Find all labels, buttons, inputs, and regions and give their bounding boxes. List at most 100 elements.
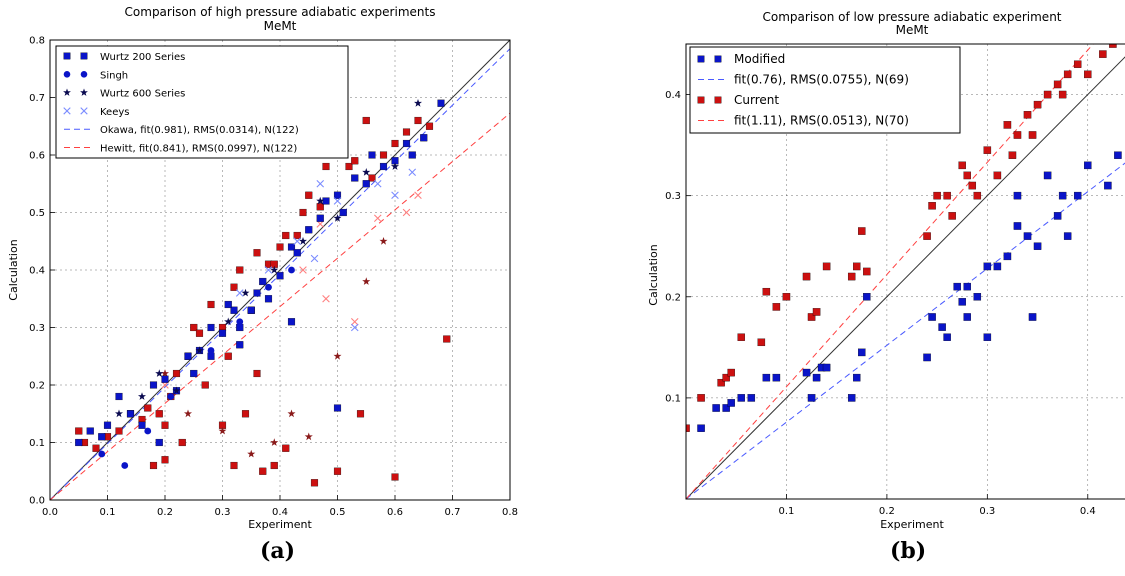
chart-a-legend-marker: [80, 52, 88, 60]
chart-a-identity-line: [50, 40, 510, 500]
chart-a-data-point: [236, 318, 244, 326]
chart-a-data-point: [103, 421, 112, 429]
chart-a-data-point: [443, 335, 451, 343]
chart-b-legend-box: [689, 46, 961, 134]
chart-a-data-point: [236, 266, 244, 274]
chart-a-x-tick-label: 0.7: [445, 507, 461, 518]
chart-b-data-point: [812, 308, 821, 316]
chart-b-legend-marker: [714, 55, 722, 63]
chart-b-data-point: [822, 363, 831, 372]
chart-b-data-point: [1063, 70, 1072, 79]
chart-b-data-point: [722, 373, 730, 382]
chart-b-y-tick-label: 0.4: [665, 90, 681, 101]
chart-b-data-point: [928, 313, 936, 321]
chart-b-data-point: [1063, 232, 1072, 240]
chart-a-data-point: [253, 289, 261, 297]
chart-a-x-tick-label: 0.0: [42, 507, 58, 518]
chart-a-data-point: [350, 317, 359, 326]
chart-b-data-point: [1058, 90, 1067, 99]
chart-a-data-point: [408, 151, 416, 159]
chart-b-data-point: [1028, 131, 1037, 139]
chart-a-x-tick-label: 0.3: [215, 507, 231, 518]
chart-a-data-point: [299, 237, 307, 245]
chart-a-data-point: [149, 381, 158, 389]
chart-a-data-point: [282, 444, 290, 452]
chart-b-data-point: [1073, 60, 1082, 68]
chart-b-data-point: [802, 272, 811, 281]
chart-a-data-point: [167, 393, 175, 400]
chart-b-x-tick-label: 0.1: [778, 506, 794, 517]
chart-b-data-point: [1033, 242, 1042, 250]
chart-b-data-point: [822, 262, 831, 271]
chart-b-data-point: [853, 262, 861, 271]
chart-a-y-tick-label: 0.2: [29, 381, 45, 392]
chart-a-legend-marker: [80, 88, 88, 96]
chart-a-data-point: [287, 318, 296, 326]
chart-a-x-tick-label: 0.5: [330, 507, 346, 518]
chart-b-data-point: [1033, 100, 1042, 109]
chart-a-data-point: [126, 410, 135, 418]
chart-a-data-point: [437, 99, 445, 107]
chart-b-data-point: [1073, 191, 1082, 200]
chart-b-x-tick-label: 0.2: [879, 506, 895, 517]
chart-a-data-point: [362, 168, 371, 176]
chart-a-data-point: [265, 283, 272, 291]
chart-a-data-point: [420, 134, 428, 142]
chart-a-data-point: [86, 427, 94, 435]
chart-b-data-point: [1084, 70, 1092, 79]
chart-b-data-point: [1013, 222, 1022, 230]
chart-b-data-point: [1003, 121, 1012, 129]
chart-a-points: [75, 99, 451, 487]
chart-a-data-point: [155, 410, 163, 418]
chart-a-data-point: [339, 208, 347, 217]
chart-a-subtitle: MeMt: [264, 19, 297, 33]
chart-b-y-tick-label: 0.1: [665, 393, 681, 404]
chart-a-data-point: [270, 461, 278, 470]
chart-a-x-tick-label: 0.8: [502, 507, 518, 518]
chart-a-data-point: [264, 266, 273, 274]
chart-a-data-point: [391, 162, 399, 170]
chart-b-data-point: [722, 404, 730, 412]
chart-a-data-point: [351, 174, 359, 182]
chart-a-data-point: [138, 421, 146, 429]
chart-a-x-axis-label: Experiment: [248, 518, 312, 531]
chart-b-data-point: [847, 272, 856, 281]
chart-a-data-point: [121, 462, 129, 469]
chart-a-data-point: [218, 426, 227, 435]
chart-b-data-point: [717, 378, 725, 387]
chart-a-data-point: [333, 352, 342, 360]
chart-b-legend: Modified fit(0.76), RMS(0.0755), N(69) Cur…: [689, 46, 961, 134]
chart-a-data-point: [356, 410, 365, 418]
chart-a-data-point: [322, 162, 330, 171]
chart-a-data-point: [287, 409, 296, 418]
chart-a-data-point: [333, 404, 342, 412]
chart-b-data-point: [1013, 191, 1022, 200]
chart-b-data-point: [727, 399, 735, 407]
chart-b-data-point: [853, 373, 861, 382]
chart-b-data-point: [858, 227, 866, 235]
chart-b-legend-marker: [714, 96, 722, 104]
chart-b: Comparison of low pressure adiabatic exp…: [647, 10, 1125, 531]
chart-a-data-point: [368, 174, 376, 182]
chart-b-data-point: [1053, 212, 1062, 220]
chart-a-y-tick-label: 0.5: [29, 208, 45, 219]
chart-a-legend: Wurtz 200 Series Singh Wurtz 600 Series Kee…: [55, 45, 349, 159]
chart-b-data-point: [938, 323, 946, 331]
chart-b-fit-line: [686, 44, 1094, 499]
chart-a-data-point: [253, 369, 261, 378]
panel-label-a: (a): [260, 538, 296, 564]
chart-b-data-point: [697, 394, 705, 402]
chart-a-x-tick-label: 0.6: [387, 507, 403, 518]
chart-b-data-point: [933, 191, 941, 200]
chart-b-x-tick-label: 0.4: [1080, 506, 1096, 517]
chart-b-data-point: [863, 267, 871, 276]
chart-a-data-point: [75, 427, 83, 435]
chart-a-data-point: [402, 208, 411, 217]
chart-b-data-point: [928, 202, 936, 210]
chart-b-y-tick-label: 0.3: [665, 191, 681, 202]
chart-b-data-point: [762, 373, 771, 382]
chart-a-legend-box: [55, 45, 349, 159]
chart-b-data-point: [847, 394, 856, 402]
chart-a-data-point: [299, 266, 307, 274]
chart-a-data-point: [362, 116, 370, 125]
